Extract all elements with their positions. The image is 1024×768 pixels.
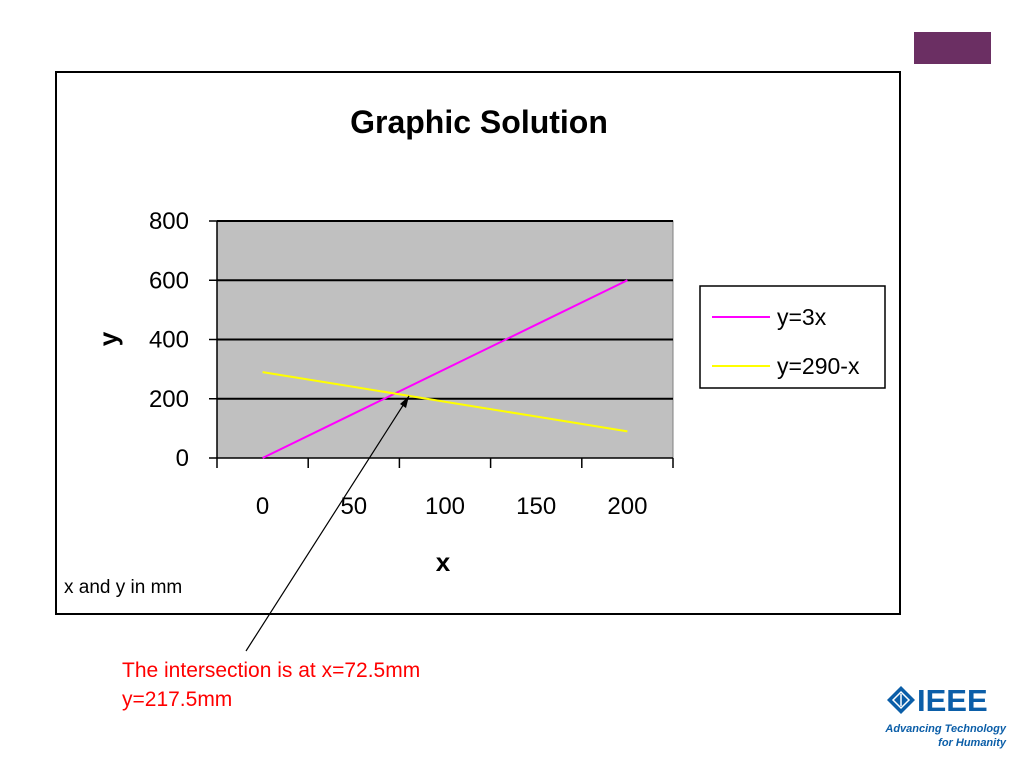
chart-title: Graphic Solution bbox=[350, 104, 608, 140]
intersection-annotation: The intersection is at x=72.5mm y=217.5m… bbox=[122, 656, 420, 714]
annotation-line-2: y=217.5mm bbox=[122, 688, 233, 711]
accent-rect bbox=[914, 32, 991, 64]
chart-frame: Graphic Solution 0 200 400 600 800 0 50 100 150 2… bbox=[55, 71, 901, 615]
ieee-logo: IEEE Advancing Technology for Humanity bbox=[884, 683, 1007, 749]
y-tick-label: 600 bbox=[149, 267, 189, 294]
y-tick-label: 200 bbox=[149, 386, 189, 413]
units-note: x and y in mm bbox=[64, 577, 182, 598]
corner-accent-block bbox=[914, 32, 991, 64]
y-tick-label: 400 bbox=[149, 327, 189, 354]
ieee-diamond-icon bbox=[887, 686, 915, 714]
x-axis-title: x bbox=[436, 547, 451, 577]
y-tick-label: 0 bbox=[176, 445, 189, 472]
x-tick-label: 200 bbox=[607, 493, 647, 520]
ieee-tagline-line-1: Advancing Technology bbox=[884, 723, 1006, 735]
y-axis-title: y bbox=[93, 331, 123, 346]
legend-label-y290-x: y=290-x bbox=[777, 353, 860, 379]
x-tick-label: 50 bbox=[340, 493, 367, 520]
y-tick-label: 800 bbox=[149, 208, 189, 235]
x-tick-label: 150 bbox=[516, 493, 556, 520]
series-line-y290-x bbox=[262, 371, 628, 433]
x-tick-label: 100 bbox=[425, 493, 465, 520]
x-tick-label: 0 bbox=[256, 493, 269, 520]
legend-box bbox=[699, 285, 886, 389]
legend-label-y3x: y=3x bbox=[777, 304, 827, 330]
line-chart: Graphic Solution 0 200 400 600 800 0 50 100 150 2… bbox=[64, 104, 886, 598]
ieee-tagline-line-2: for Humanity bbox=[938, 737, 1007, 749]
legend: y=3x y=290-x bbox=[699, 285, 886, 389]
ieee-wordmark: IEEE bbox=[917, 683, 988, 718]
annotation-line-1: The intersection is at x=72.5mm bbox=[122, 659, 421, 682]
